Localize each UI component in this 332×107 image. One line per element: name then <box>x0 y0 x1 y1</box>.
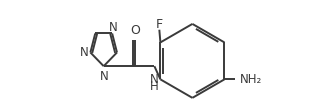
Text: H: H <box>150 80 159 93</box>
Text: N: N <box>109 21 118 34</box>
Text: N: N <box>150 73 159 86</box>
Text: N: N <box>100 70 109 83</box>
Text: NH₂: NH₂ <box>240 73 262 86</box>
Text: O: O <box>130 24 140 37</box>
Text: F: F <box>156 18 163 31</box>
Text: N: N <box>80 46 89 59</box>
